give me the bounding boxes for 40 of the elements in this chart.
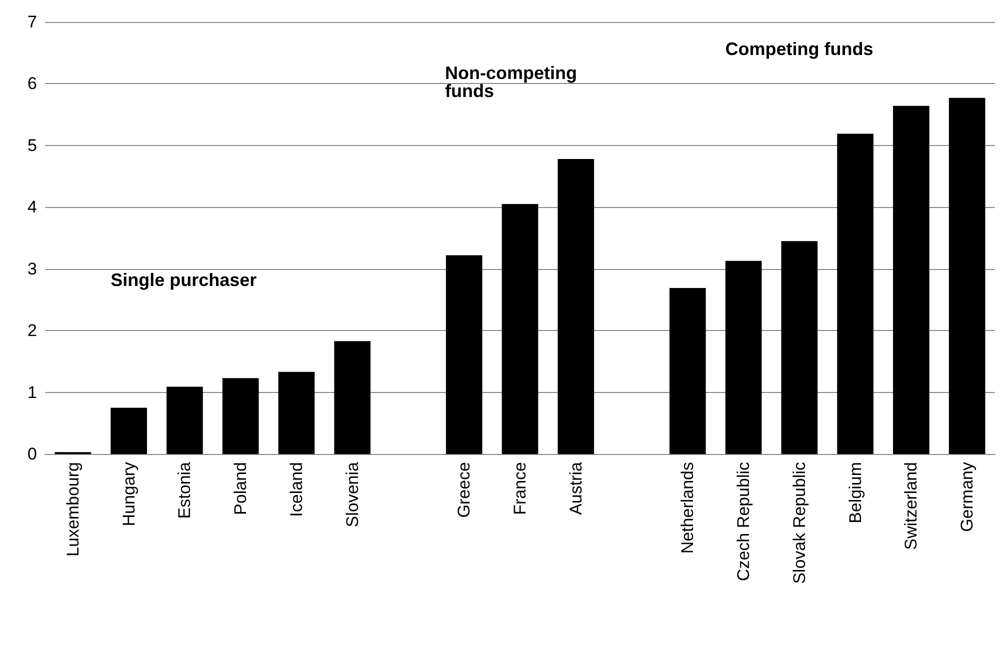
annotation: Single purchaser [110,270,257,290]
annotation: Competing funds [725,39,874,59]
bar [893,106,930,454]
x-tick-label: Greece [454,462,474,518]
x-tick-label: Austria [566,461,586,515]
bar [837,134,874,454]
x-tick-label: France [510,462,530,515]
y-tick-label: 0 [28,444,37,464]
x-tick-label: Slovak Republic [790,462,809,584]
x-tick-label: Germany [958,462,977,532]
bar [110,408,147,454]
x-tick-label: Estonia [175,461,194,519]
x-tick-label: Slovenia [342,461,362,528]
bar [502,204,538,454]
bar [222,378,259,454]
x-tick-label: Luxembourg [63,462,82,557]
x-tick-label: Poland [231,462,250,515]
y-tick-label: 5 [28,136,37,155]
bar [558,159,594,454]
bar [278,372,315,454]
y-tick-label: 4 [28,198,37,217]
bar [334,341,371,454]
x-tick-label: Switzerland [902,462,921,550]
y-tick-label: 1 [28,382,37,402]
y-tick-label: 7 [28,12,37,32]
x-tick-label: Iceland [286,462,306,517]
y-tick-label: 6 [28,74,37,94]
y-tick-label: 2 [28,321,37,340]
x-tick-label: Czech Republic [734,462,754,582]
bar [446,255,482,454]
bar [725,260,762,454]
x-tick-label: Hungary [119,462,138,526]
bar [948,98,986,454]
y-tick-label: 3 [28,259,37,278]
bar [781,241,818,454]
x-tick-label: Belgium [846,462,865,524]
x-tick-label: Netherlands [678,462,698,554]
bar [669,288,706,454]
bar [166,386,203,454]
annotation: Non-competing funds [445,63,582,102]
